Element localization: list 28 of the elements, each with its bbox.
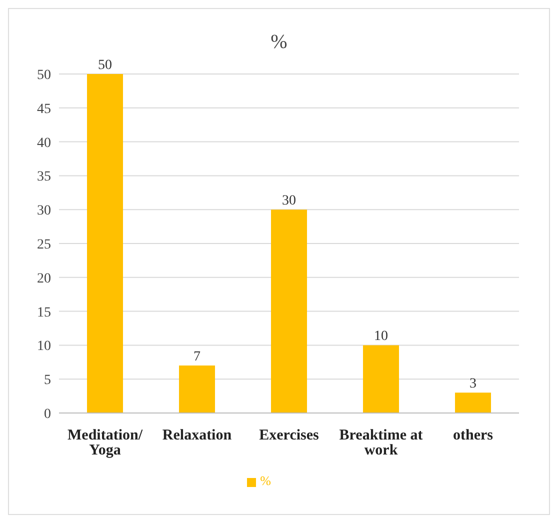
bar [271, 210, 307, 413]
y-tick-label: 10 [37, 339, 51, 354]
bar [455, 392, 491, 413]
data-label: 30 [282, 194, 296, 209]
y-tick-label: 0 [44, 406, 51, 422]
x-tick-label: Exercises [259, 428, 320, 444]
y-tick-label: 50 [37, 68, 51, 83]
chart-title: % [270, 30, 288, 54]
x-tick-label: others [453, 428, 494, 444]
data-label: 7 [194, 350, 200, 365]
y-tick-label: 20 [37, 271, 51, 286]
y-tick-label: 25 [37, 237, 51, 252]
x-tick-label: Relaxation [162, 428, 232, 444]
x-tick-label: Breaktime at work [339, 428, 423, 459]
y-tick-label: 30 [37, 204, 51, 219]
y-tick-label: 40 [37, 136, 51, 151]
bar [179, 366, 215, 413]
bar [87, 74, 123, 413]
y-tick-label: 15 [37, 305, 51, 320]
y-tick-label: 5 [44, 373, 51, 388]
y-tick-label: 45 [37, 102, 51, 117]
data-label: 50 [98, 58, 112, 73]
data-label: 3 [470, 376, 476, 392]
data-label: 10 [374, 329, 388, 344]
y-tick-label: 35 [37, 170, 51, 185]
legend-label: % [260, 473, 271, 488]
x-tick-label: Meditation/ Yoga [68, 428, 144, 459]
bar [363, 345, 399, 413]
